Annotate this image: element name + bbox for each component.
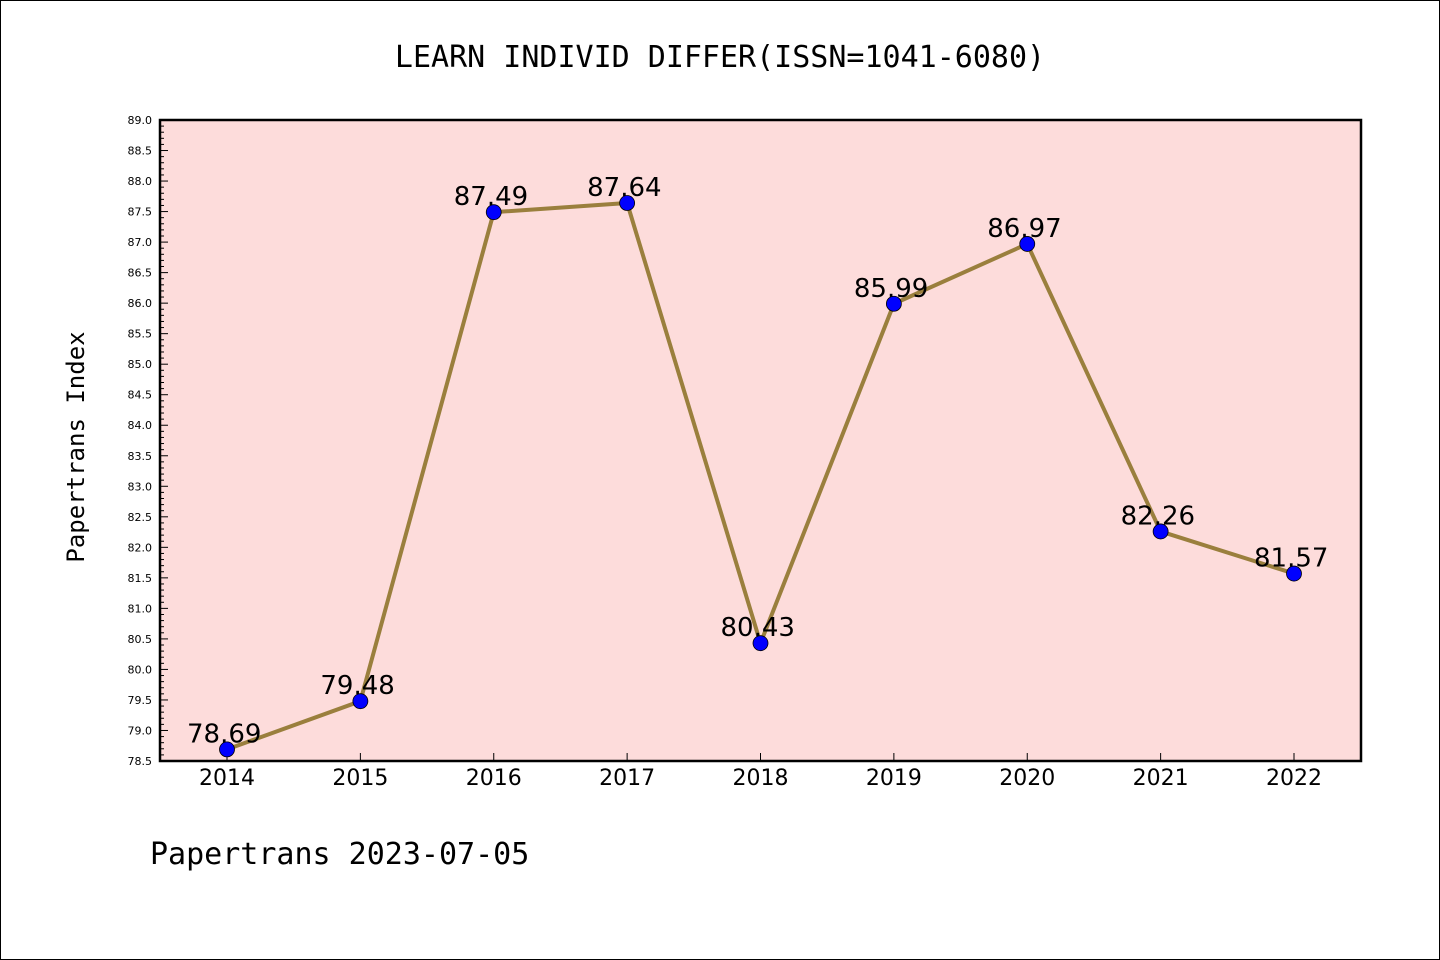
y-tick-label: 88.5 [128,145,153,158]
y-axis-label: Papertrans Index [62,331,90,562]
data-point [885,295,902,312]
data-label: 78.69 [187,719,261,749]
y-tick-label: 84.5 [128,389,153,402]
data-label: 81.57 [1254,544,1328,574]
data-point [352,693,369,710]
y-tick-label: 80.5 [128,633,153,646]
y-tick-label: 86.0 [128,297,153,310]
x-tick-label: 2018 [733,766,789,791]
data-point [752,635,769,652]
data-label: 80.43 [721,613,795,643]
y-tick-label: 85.0 [128,358,153,371]
data-point [485,204,502,221]
y-axis: 78.5 79.0 79.5 80.0 80.5 81.0 81.5 82.0 82.5 83.0… [128,114,168,768]
data-label: 87.49 [454,182,528,212]
y-tick-label: 80.0 [128,663,153,676]
x-tick-label: 2021 [1133,766,1189,791]
y-tick-label: 82.0 [128,541,153,554]
plot-border [158,118,1363,763]
data-label: 85.99 [854,274,928,304]
data-label: 86.97 [987,214,1061,244]
y-tick-label: 81.0 [128,602,153,615]
x-tick-label: 2016 [466,766,522,791]
x-tick-label: 2014 [199,766,255,791]
footer-date: Papertrans 2023-07-05 [150,837,529,872]
y-tick-label: 83.5 [128,450,153,463]
data-label: 82.26 [1121,501,1195,531]
data-point [1286,565,1302,582]
x-axis: 2014 2015 2016 2017 2018 2019 2020 2021 2022 [199,753,1322,791]
data-point [1152,523,1169,540]
x-tick-label: 2015 [332,766,388,791]
y-tick-label: 88.0 [128,175,153,188]
data-markers [219,195,1302,758]
data-point [219,741,235,758]
y-tick-label: 82.5 [128,511,153,524]
y-tick-label: 79.5 [128,694,153,707]
x-tick-label: 2019 [866,766,922,791]
chart-title: LEARN INDIVID DIFFER(ISSN=1041-6080) [395,40,1045,75]
y-tick-label: 81.5 [128,572,153,585]
y-tick-label: 87.5 [128,206,153,219]
y-tick-label: 89.0 [128,114,153,127]
y-tick-label: 87.0 [128,236,153,249]
x-tick-label: 2020 [999,766,1055,791]
y-tick-label: 83.0 [128,480,153,493]
y-tick-label: 78.5 [128,755,153,768]
plot-area [160,120,1361,761]
data-label: 87.64 [587,173,661,203]
data-point [619,195,636,211]
data-point [1019,236,1036,252]
data-label: 79.48 [320,671,394,701]
y-tick-label: 84.0 [128,419,153,432]
y-tick-label: 85.5 [128,328,153,341]
x-tick-label: 2022 [1266,766,1322,791]
data-labels: 78.69 79.48 87.49 87.64 80.43 85.99 86.97 82.26… [187,173,1328,749]
y-tick-label: 79.0 [128,724,153,737]
x-tick-label: 2017 [599,766,655,791]
y-tick-label: 86.5 [128,267,153,280]
